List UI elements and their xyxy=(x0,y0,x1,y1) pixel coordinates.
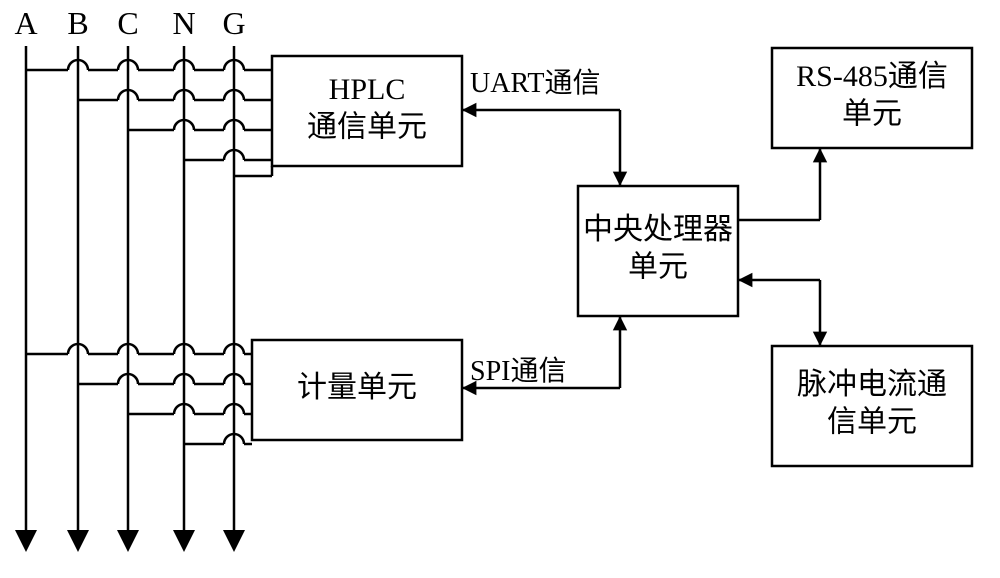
meter-box-label: 计量单元 xyxy=(297,371,417,404)
uart-label: UART通信 xyxy=(470,67,601,99)
wire-label-C: C xyxy=(117,5,138,41)
pulse-box-label: 脉冲电流通 xyxy=(797,368,947,401)
cpu-box-label: 中央处理器 xyxy=(583,213,733,246)
spi-label: SPI通信 xyxy=(470,355,566,387)
hplc-box-label: HPLC xyxy=(329,73,406,106)
wire-arrow-N xyxy=(173,530,195,552)
diagram-canvas: ABCNGHPLC通信单元计量单元中央处理器单元RS-485通信单元脉冲电流通信… xyxy=(0,0,1000,578)
wire-arrow-A xyxy=(15,530,37,552)
rs485-box-label: 单元 xyxy=(842,98,902,131)
wire-arrow-G xyxy=(223,530,245,552)
wire-label-G: G xyxy=(222,5,245,41)
rs485-box-label: RS-485通信 xyxy=(796,60,948,93)
wire-label-A: A xyxy=(14,5,37,41)
cpu-box-label: 单元 xyxy=(628,251,688,284)
pulse-box-label: 信单元 xyxy=(827,406,917,439)
wire-arrow-C xyxy=(117,530,139,552)
wire-label-B: B xyxy=(67,5,88,41)
hplc-box-label: 通信单元 xyxy=(307,111,427,144)
wire-arrow-B xyxy=(67,530,89,552)
wire-label-N: N xyxy=(172,5,195,41)
